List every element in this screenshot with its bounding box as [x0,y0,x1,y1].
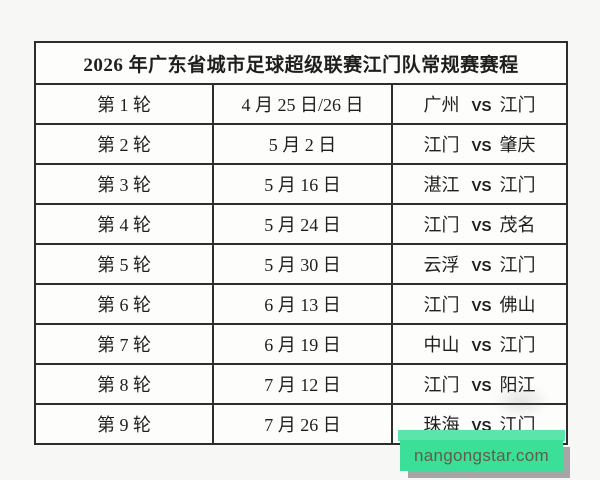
home-team: 江门 [423,375,460,395]
away-team: 江门 [499,95,536,115]
round-cell: 第 3 轮 [34,163,214,205]
schedule-table: 2026 年广东省城市足球超级联赛江门队常规赛赛程 第 1 轮 4 月 25 日… [33,41,569,445]
away-team: 阳江 [499,375,536,395]
match-cell: 广州 VS 江门 [390,83,569,125]
table-row: 第 7 轮 6 月 19 日 中山 VS 江门 [34,323,569,365]
home-team: 中山 [423,335,460,355]
round-cell: 第 8 轮 [34,363,214,405]
table-row: 第 3 轮 5 月 16 日 湛江 VS 江门 [34,163,569,205]
table-row: 第 5 轮 5 月 30 日 云浮 VS 江门 [34,243,569,285]
vs-label: VS [471,178,492,195]
match-cell: 江门 VS 茂名 [390,203,569,245]
vs-label: VS [471,338,492,355]
table-row: 第 2 轮 5 月 2 日 江门 VS 肇庆 [34,123,569,165]
date-cell: 5 月 24 日 [212,203,393,245]
vs-label: VS [471,378,492,395]
round-cell: 第 6 轮 [34,283,214,325]
home-team: 江门 [423,135,460,155]
vs-label: VS [471,298,492,315]
round-cell: 第 1 轮 [34,83,214,125]
watermark-box: nangongstar.com [400,440,563,471]
match-cell: 湛江 VS 江门 [390,163,569,205]
date-cell: 7 月 12 日 [212,363,393,405]
away-team: 江门 [499,335,536,355]
round-cell: 第 5 轮 [34,243,214,285]
round-cell: 第 7 轮 [34,323,214,365]
watermark-text: nangongstar.com [414,445,549,465]
home-team: 江门 [423,295,460,315]
date-cell: 6 月 19 日 [212,323,393,365]
round-cell: 第 2 轮 [34,123,214,165]
round-cell: 第 4 轮 [34,203,214,245]
home-team: 湛江 [423,175,460,195]
away-team: 江门 [499,175,536,195]
vs-label: VS [471,218,492,235]
round-cell: 第 9 轮 [34,403,214,445]
home-team: 云浮 [423,255,460,275]
table-row: 第 4 轮 5 月 24 日 江门 VS 茂名 [34,203,569,245]
away-team: 佛山 [499,295,536,315]
match-cell: 中山 VS 江门 [390,323,569,365]
table-title-row: 2026 年广东省城市足球超级联赛江门队常规赛赛程 [33,41,569,85]
match-cell: 江门 VS 佛山 [390,283,569,325]
date-cell: 5 月 2 日 [212,123,393,165]
table-row: 第 8 轮 7 月 12 日 江门 VS 阳江 [34,363,569,405]
table-title: 2026 年广东省城市足球超级联赛江门队常规赛赛程 [33,41,569,85]
home-team: 江门 [423,215,460,235]
match-cell: 江门 VS 阳江 [390,363,569,405]
vs-label: VS [471,98,492,115]
table-row: 第 1 轮 4 月 25 日/26 日 广州 VS 江门 [34,83,569,125]
date-cell: 6 月 13 日 [212,283,393,325]
vs-label: VS [471,258,492,275]
home-team: 广州 [423,95,460,115]
match-cell: 云浮 VS 江门 [390,243,569,285]
table-row: 第 6 轮 6 月 13 日 江门 VS 佛山 [34,283,569,325]
away-team: 江门 [499,255,536,275]
watermark-band [398,430,565,441]
date-cell: 5 月 16 日 [212,163,393,205]
away-team: 茂名 [499,215,536,235]
date-cell: 7 月 26 日 [212,403,393,445]
date-cell: 4 月 25 日/26 日 [212,83,393,125]
match-cell: 江门 VS 肇庆 [390,123,569,165]
vs-label: VS [471,138,492,155]
date-cell: 5 月 30 日 [212,243,393,285]
away-team: 肇庆 [499,135,536,155]
